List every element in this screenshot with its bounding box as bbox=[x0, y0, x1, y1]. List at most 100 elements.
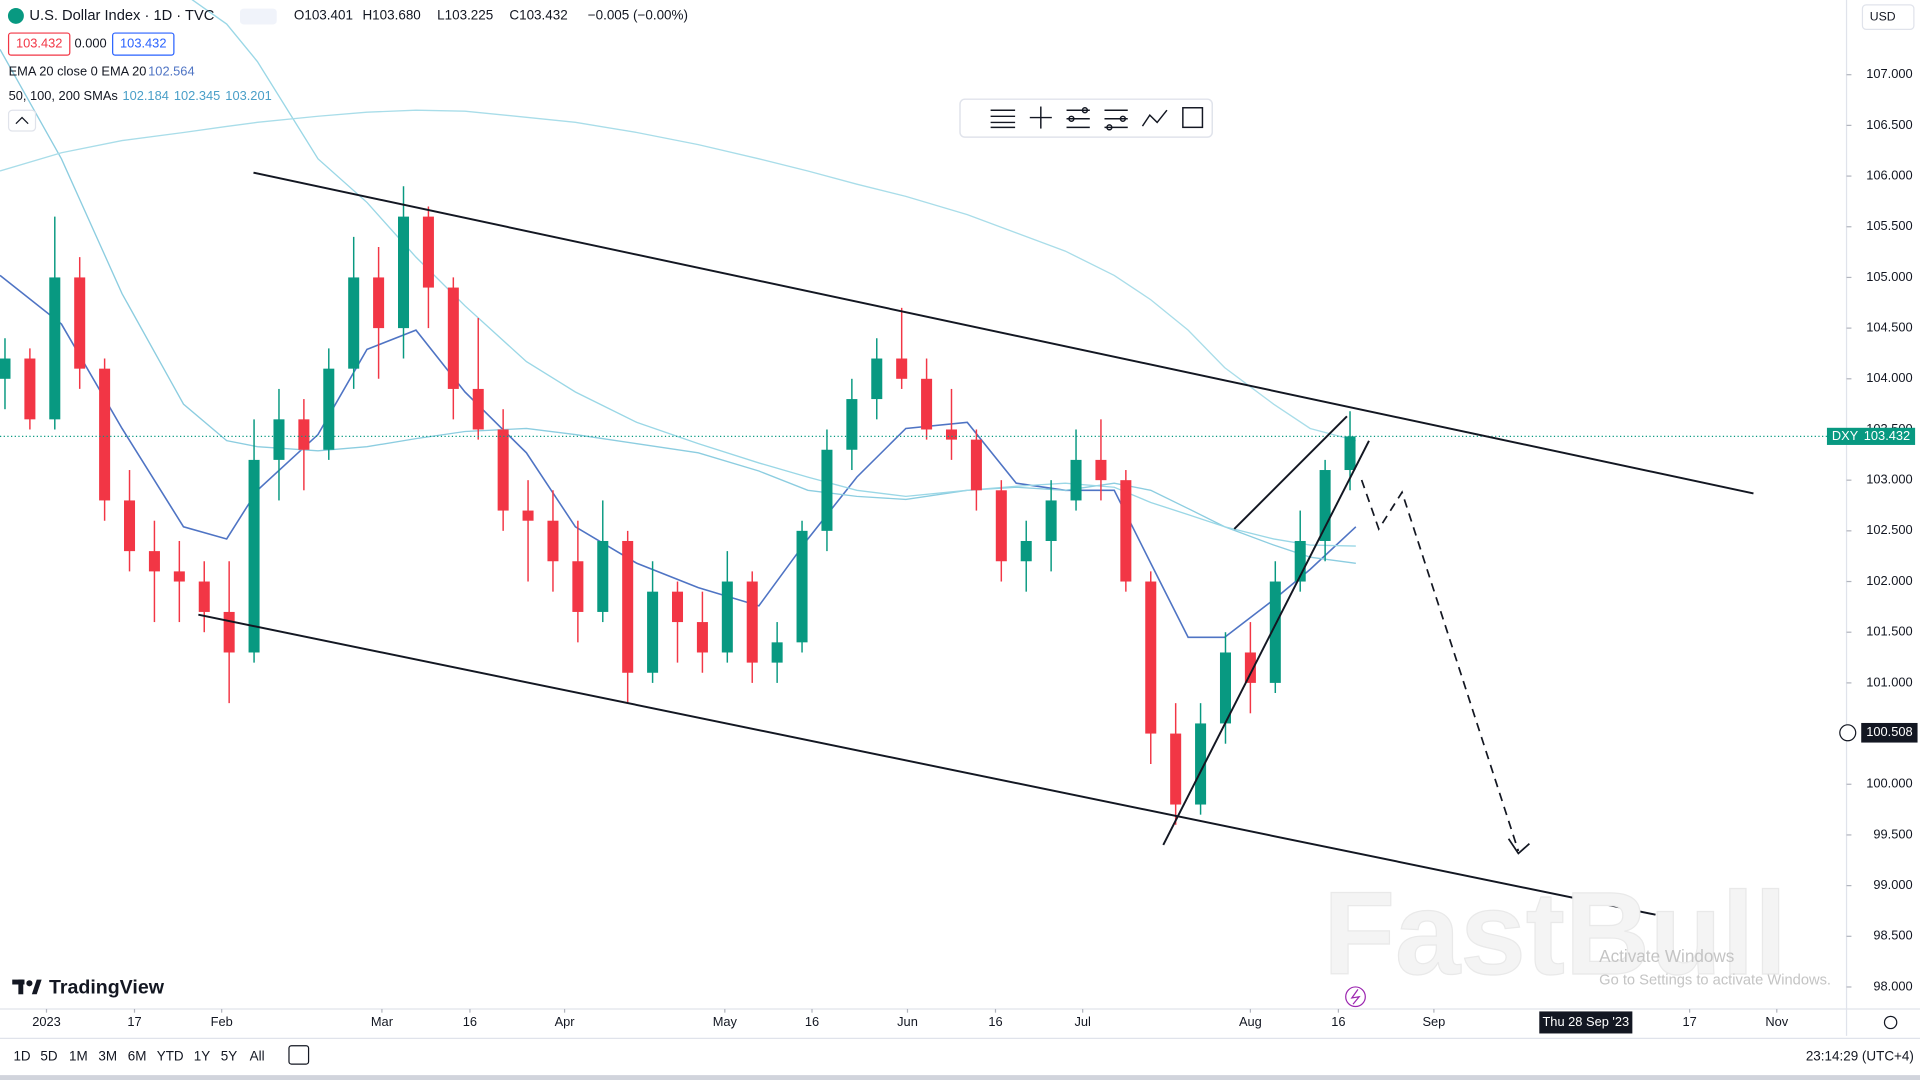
x-tick-label: Jun bbox=[897, 1014, 918, 1029]
candle-body bbox=[671, 591, 684, 623]
candle-body bbox=[696, 622, 708, 653]
x-tick-label: Sep bbox=[1422, 1014, 1445, 1029]
range-button[interactable]: YTD bbox=[157, 1048, 184, 1063]
candle-body bbox=[796, 530, 808, 643]
candle-body bbox=[273, 419, 285, 460]
collapse-icon bbox=[15, 116, 29, 125]
candle-body bbox=[821, 449, 833, 531]
price-axis bbox=[1846, 0, 1920, 1036]
currency: USD bbox=[1870, 9, 1896, 23]
range-button[interactable]: 1D bbox=[13, 1048, 30, 1063]
toolbar-button[interactable] bbox=[1029, 106, 1052, 129]
candle-body bbox=[1070, 459, 1082, 501]
toolbar-button[interactable] bbox=[1141, 109, 1168, 127]
candle-body bbox=[0, 358, 11, 379]
bottom-toolbar: 1D 5D 1M 3M 6M YTD 1Y 5Y All 23:14:29 (UTC+4) bbox=[13, 1048, 1913, 1063]
axes: 98.00098.50099.00099.500100.000100.50010… bbox=[32, 66, 1918, 1034]
candle-body bbox=[497, 429, 509, 511]
input-box[interactable] bbox=[7, 32, 71, 56]
sma-legend: 50, 100, 200 SMAs bbox=[9, 88, 118, 103]
y-tick-label: 99.000 bbox=[1873, 877, 1912, 892]
candle-body bbox=[1219, 652, 1231, 724]
status-badge bbox=[240, 8, 277, 25]
candle-body bbox=[173, 571, 185, 582]
symbol-tag: DXY bbox=[1832, 428, 1859, 443]
range-button[interactable]: 5Y bbox=[221, 1048, 237, 1063]
toolbar-button[interactable] bbox=[1066, 107, 1090, 129]
range-button[interactable]: 3M bbox=[98, 1048, 117, 1063]
candle-body bbox=[49, 277, 61, 420]
currency-button[interactable] bbox=[1861, 4, 1915, 30]
toolbar-button[interactable] bbox=[1182, 107, 1204, 129]
range-button[interactable]: All bbox=[250, 1048, 265, 1063]
x-tick-label: 16 bbox=[988, 1014, 1002, 1029]
date-range-button[interactable] bbox=[288, 1045, 310, 1065]
ema-legend: EMA 20 close 0 EMA 20 bbox=[9, 64, 147, 79]
symbol-title: U.S. Dollar Index · 1D · TVC bbox=[29, 8, 214, 24]
candle-body bbox=[746, 581, 758, 663]
y-tick-label: 102.500 bbox=[1866, 522, 1912, 537]
logo bbox=[12, 979, 42, 995]
candle-body bbox=[522, 510, 534, 521]
range-button[interactable]: 1M bbox=[69, 1048, 88, 1063]
wedge-upper bbox=[1233, 415, 1348, 530]
candle-body bbox=[124, 500, 136, 552]
y-tick-label: 104.500 bbox=[1866, 320, 1912, 335]
drawings bbox=[198, 171, 1754, 916]
x-tick-label: 2023 bbox=[32, 1014, 61, 1029]
activation-title: Activate Windows bbox=[1599, 946, 1734, 966]
input-value: 103.432 bbox=[120, 35, 166, 50]
candle-body bbox=[647, 591, 659, 673]
clock: 23:14:29 (UTC+4) bbox=[1806, 1048, 1914, 1063]
y-tick-label: 106.000 bbox=[1866, 167, 1912, 182]
indicators bbox=[0, 0, 1357, 639]
range-button[interactable]: 6M bbox=[128, 1048, 147, 1063]
candle-body bbox=[447, 287, 459, 389]
candle-body bbox=[223, 611, 235, 653]
brand: TradingView bbox=[49, 976, 165, 998]
candle-body bbox=[148, 551, 160, 572]
candle-body bbox=[970, 439, 982, 491]
range-button[interactable]: 1Y bbox=[194, 1048, 210, 1063]
ohlc-low: L103.225 bbox=[437, 7, 493, 22]
candle-body bbox=[1294, 540, 1306, 582]
y-tick-label: 98.500 bbox=[1873, 928, 1912, 943]
y-tick-label: 105.000 bbox=[1866, 269, 1912, 284]
x-tick-label: Mar bbox=[371, 1014, 394, 1029]
candle-body bbox=[1045, 500, 1057, 541]
candle-body bbox=[871, 358, 883, 400]
candle-body bbox=[373, 277, 385, 329]
candle-body bbox=[597, 540, 609, 612]
candle-body bbox=[1344, 436, 1356, 471]
candle-body bbox=[422, 216, 434, 288]
wedge-lower bbox=[1162, 440, 1370, 846]
ohlc-open: O103.401 bbox=[294, 7, 353, 22]
candle-body bbox=[771, 642, 783, 663]
collapse-button[interactable] bbox=[7, 109, 37, 132]
range-button[interactable]: 5D bbox=[40, 1048, 57, 1063]
toolbar-button[interactable] bbox=[1104, 109, 1128, 131]
candle-body bbox=[995, 490, 1007, 562]
channel-bottom bbox=[198, 613, 1656, 916]
last-price: 103.432 bbox=[1864, 428, 1910, 443]
settings-icon[interactable] bbox=[1883, 1015, 1898, 1030]
projection-arrow bbox=[1360, 479, 1520, 852]
candle-body bbox=[99, 368, 111, 501]
candle-body bbox=[348, 277, 360, 369]
ohlc-high: H103.680 bbox=[362, 7, 420, 22]
candle-body bbox=[1095, 459, 1107, 481]
y-tick-label: 105.500 bbox=[1866, 218, 1912, 233]
y-tick-label: 101.500 bbox=[1866, 624, 1912, 639]
y-tick-label: 98.000 bbox=[1873, 978, 1912, 993]
ohlc-close: C103.432 bbox=[509, 7, 567, 22]
add-alert-button[interactable] bbox=[1839, 724, 1857, 742]
candle-body bbox=[1120, 480, 1132, 582]
x-tick-label: 16 bbox=[1331, 1014, 1345, 1029]
x-tick-label: Jul bbox=[1074, 1014, 1090, 1029]
x-tick-label: May bbox=[713, 1014, 738, 1029]
crosshair-price: 100.508 bbox=[1866, 724, 1912, 739]
input-box[interactable] bbox=[112, 32, 175, 56]
toolbar-button[interactable] bbox=[990, 109, 1016, 129]
y-tick-label: 104.000 bbox=[1866, 370, 1912, 385]
